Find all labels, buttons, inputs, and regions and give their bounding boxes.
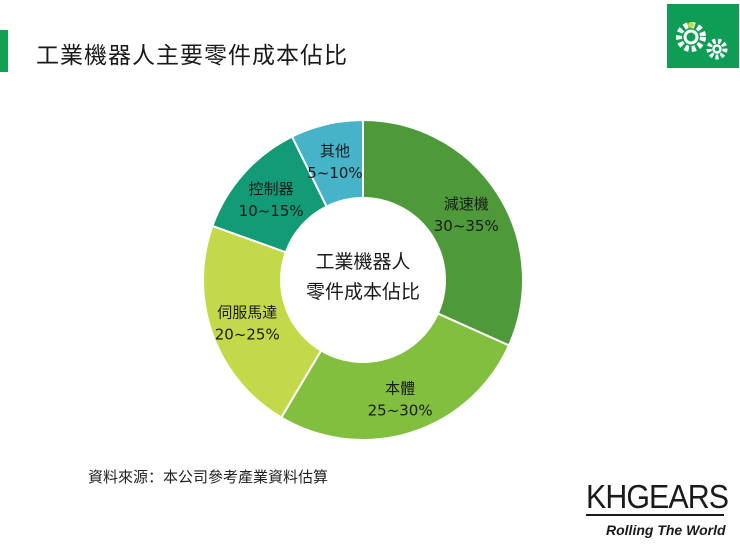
slice-value-3: 10~15% [239, 202, 304, 220]
source-note: 資料來源：本公司參考產業資料估算 [88, 468, 329, 486]
slice-name-3: 控制器 [249, 180, 294, 198]
slice-value-2: 20~25% [215, 326, 280, 344]
slice-name-0: 減速機 [444, 195, 489, 213]
center-label-line-1: 工業機器人 [315, 251, 410, 273]
slice-value-0: 30~35% [434, 217, 499, 235]
center-label-line-2: 零件成本佔比 [306, 281, 420, 303]
slice-0 [362, 118, 524, 347]
slice-2 [202, 224, 323, 419]
slice-name-4: 其他 [320, 142, 350, 160]
page-title: 工業機器人主要零件成本佔比 [36, 43, 348, 69]
slice-name-1: 本體 [385, 379, 415, 397]
brand-underline [586, 514, 724, 516]
slice-value-1: 25~30% [368, 401, 433, 419]
brand-logo: KHGEARS [586, 478, 729, 515]
slice-4 [290, 118, 364, 208]
slice-value-4: 5~10% [307, 164, 362, 182]
brand-tagline: Rolling The World [606, 522, 726, 538]
slice-1 [279, 312, 511, 441]
gears-icon [667, 4, 739, 68]
title-accent-bar [0, 30, 8, 72]
slice-name-2: 伺服馬達 [217, 304, 277, 322]
